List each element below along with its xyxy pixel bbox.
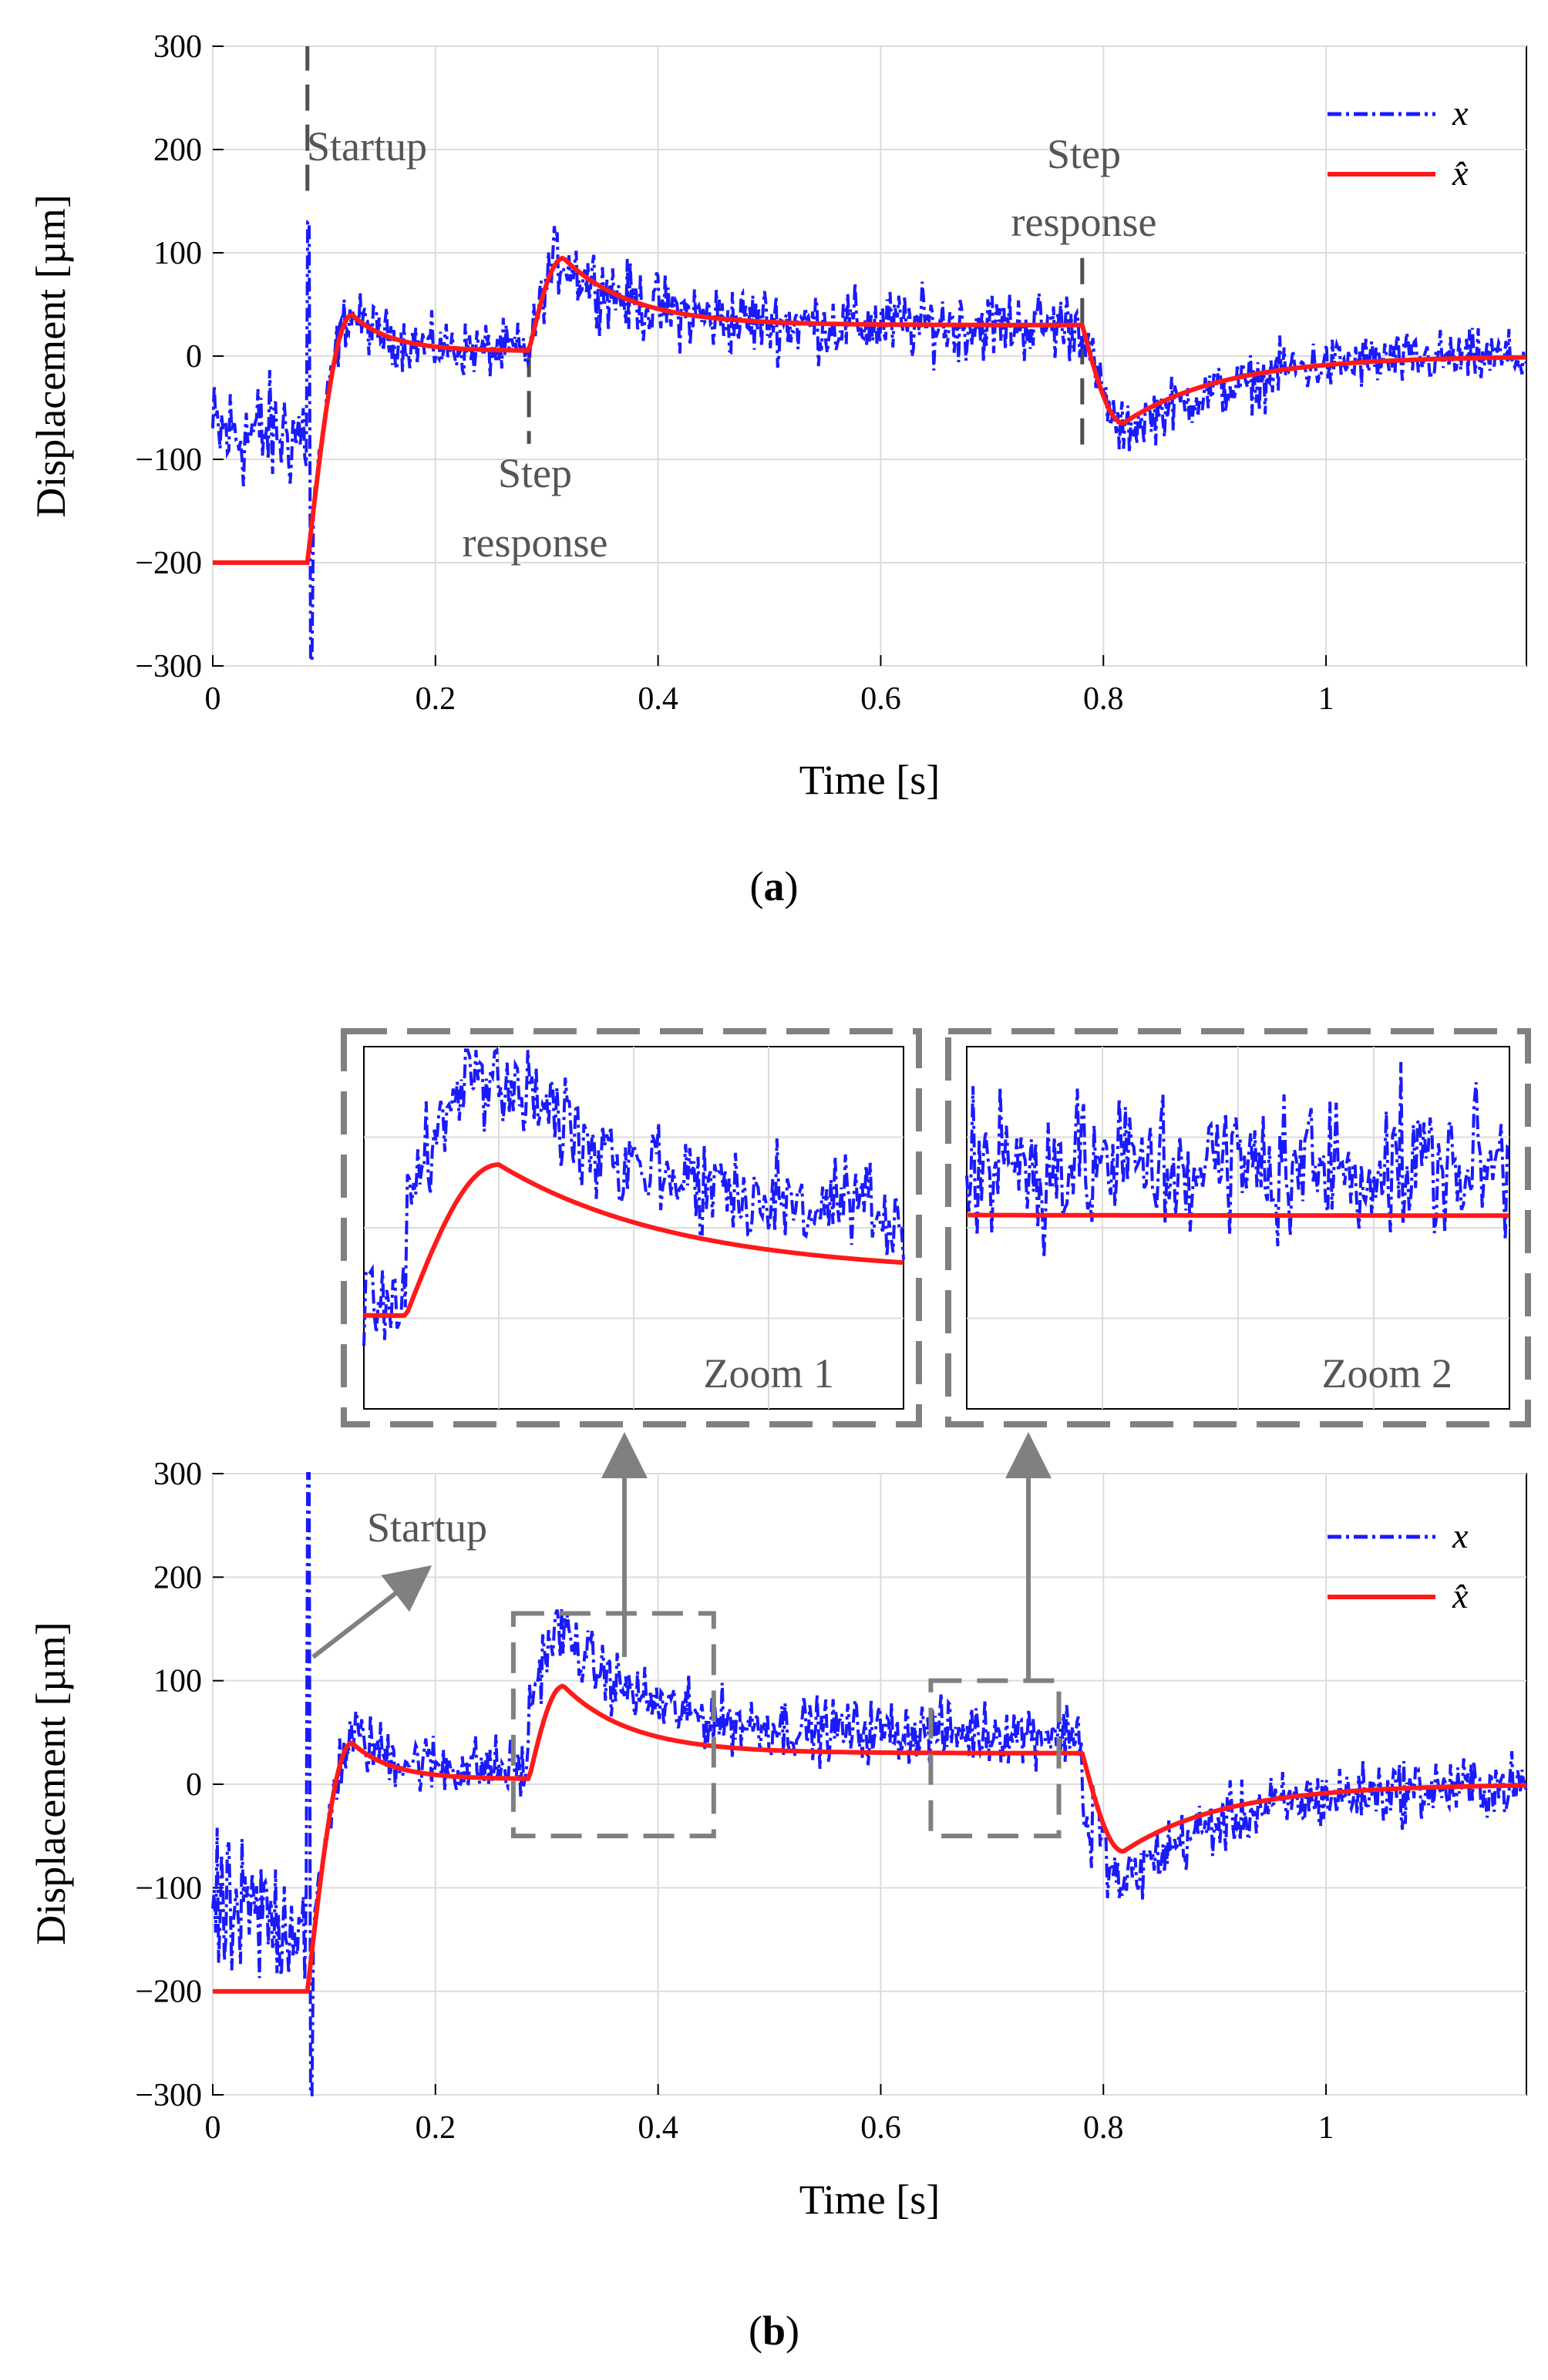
y-tick-label: 200 [153,133,202,168]
y-tick-label: 200 [153,1560,202,1595]
zoom-insets: Zoom 1 Zoom 2 [341,1028,1531,1427]
step-annotation-2-line1: Step [1047,131,1121,177]
startup-arrow [311,1565,432,1659]
x-tick-label: 1 [1318,681,1334,717]
zoom2-region-box [928,1678,1062,1839]
zoom1-frame [341,1028,922,1427]
legend-xhat-label-b: x̂ [1452,1576,1469,1615]
zoom1-region-box [510,1611,716,1839]
y-axis-label-b: Displacement [µm] [28,1622,74,1945]
y-ticks-b: −300 −200 −100 0 100 200 300 [135,1457,224,2113]
x-tick-label: 0.8 [1083,2110,1124,2146]
y-tick-label: 0 [186,339,202,375]
zoom2-series-x-line [965,1061,1511,1259]
x-axis-label-b: Time [s] [799,2177,941,2223]
chart-a: −300 −200 −100 0 100 200 300 0 0.2 0.4 0.6 0.8 1 St… [28,29,1528,803]
y-ticks-a: −300 −200 −100 0 100 200 300 [135,29,224,684]
zoom1-series-x-line [362,1047,905,1346]
x-tick-label: 1 [1318,2110,1334,2146]
y-tick-label: 0 [186,1767,202,1803]
x-tick-label: 0 [205,2110,221,2146]
x-tick-label: 0.4 [638,2110,678,2146]
zoom1-label: Zoom 1 [704,1350,835,1397]
x-tick-label: 0.6 [860,681,901,717]
y-axis-label-a: Displacement [µm] [28,194,74,517]
series-x-line-a [211,220,1528,663]
chart-b: −300 −200 −100 0 100 200 300 0 0.2 0.4 0.6 0.8 1 St… [28,1432,1528,2223]
x-tick-label: 0.8 [1083,681,1124,717]
step-annotation-1-line1: Step [498,450,572,496]
y-tick-label: 100 [153,236,202,271]
caption-b-letter: b [762,2308,786,2354]
y-tick-label: −200 [135,1975,202,2010]
step-annotation-2-line2: response [1011,199,1157,245]
caption-b: (b) [749,2308,799,2354]
zoom2-label: Zoom 2 [1322,1350,1453,1397]
x-axis-label-a: Time [s] [799,757,941,803]
x-tick-label: 0.2 [416,2110,456,2146]
series-x-line-b [211,1472,1528,2096]
startup-annotation-a: Startup [307,123,427,170]
startup-annotation-b: Startup [367,1504,487,1551]
legend-b: x x̂ [1328,1516,1469,1615]
x-tick-label: 0 [205,681,221,717]
series-xhat-line-b [213,1683,1526,1994]
caption-a: (a) [750,863,799,909]
series-xhat-line-a [213,255,1526,565]
grid-b [212,1473,1526,2096]
x-ticks-a: 0 0.2 0.4 0.6 0.8 1 [205,655,1334,717]
y-tick-label: 300 [153,29,202,65]
y-tick-label: −300 [135,649,202,684]
x-tick-label: 0.6 [860,2110,901,2146]
zoom2-series-xhat-line [967,1212,1509,1219]
y-tick-label: −100 [135,1871,202,1906]
legend-a: x x̂ [1328,93,1469,193]
y-tick-label: 100 [153,1664,202,1699]
legend-xhat-label-a: x̂ [1452,153,1469,193]
step-annotation-1-line2: response [463,519,608,566]
y-tick-label: 300 [153,1457,202,1492]
x-ticks-b: 0 0.2 0.4 0.6 0.8 1 [205,2084,1334,2146]
y-tick-label: −200 [135,546,202,581]
zoom2-frame [945,1028,1531,1427]
caption-a-letter: a [764,863,785,909]
y-tick-label: −300 [135,2078,202,2113]
legend-x-label-a: x [1452,93,1469,133]
zoom1-series-xhat-line [364,1161,904,1318]
zoom2-grid [967,1047,1509,1409]
zoom1-grid [364,1047,904,1409]
x-tick-label: 0.2 [416,681,456,717]
x-tick-label: 0.4 [638,681,678,717]
legend-x-label-b: x [1452,1516,1469,1555]
y-tick-label: −100 [135,442,202,478]
